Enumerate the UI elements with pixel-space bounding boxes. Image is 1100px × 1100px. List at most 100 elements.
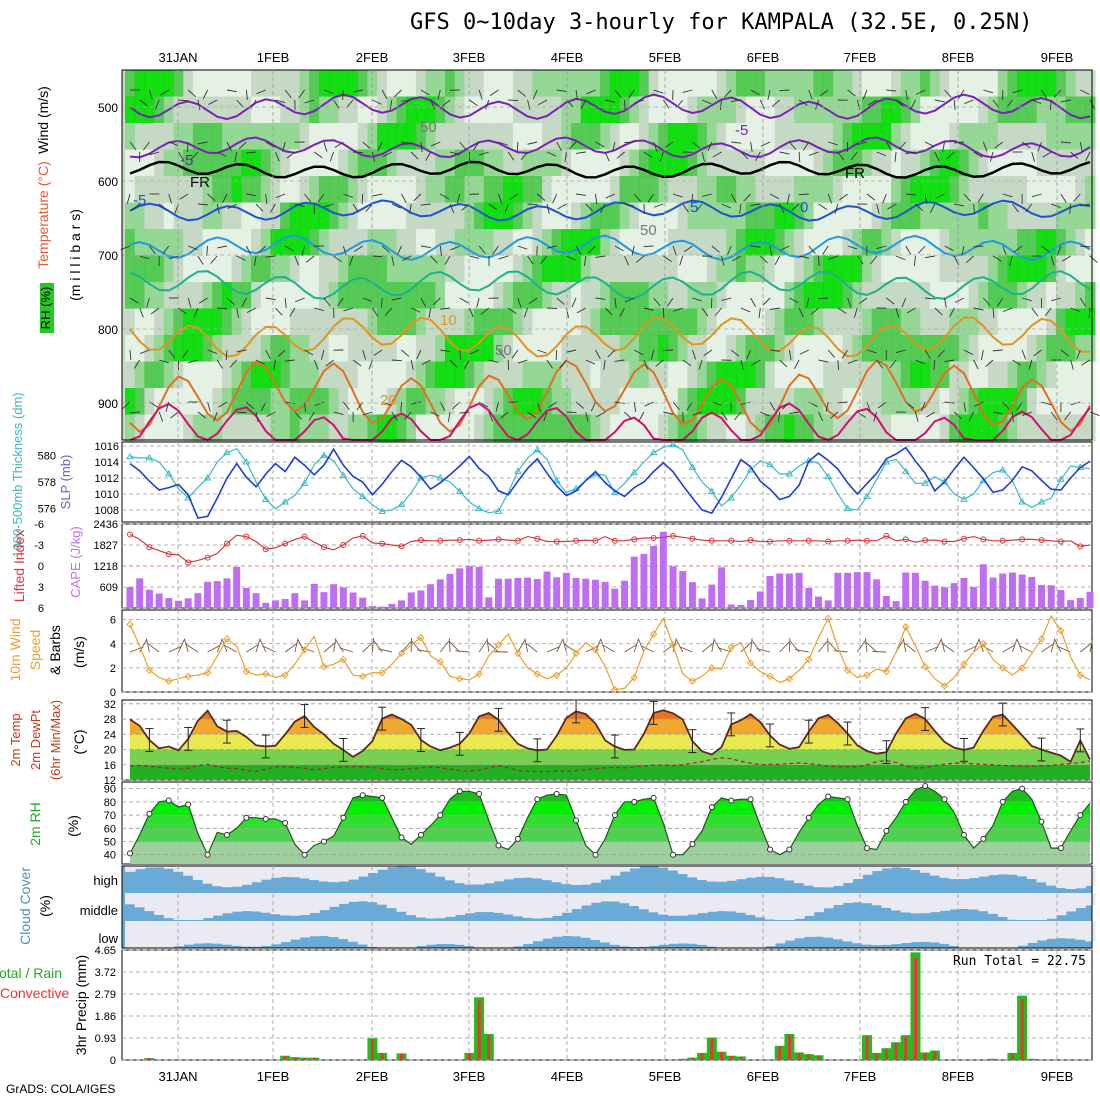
cloud-clear-cell <box>697 866 708 881</box>
cloud-clear-cell <box>338 921 349 940</box>
rh-cell <box>1026 229 1038 256</box>
cape-bar <box>853 572 861 608</box>
wind-barb <box>317 193 325 203</box>
wind-barb <box>308 411 315 421</box>
rh-cell <box>726 282 737 309</box>
wind-barb <box>188 245 198 251</box>
wind10-marker <box>475 670 483 678</box>
cloud-clear-cell <box>881 893 892 908</box>
surface-wind-barb <box>362 641 374 653</box>
cloud-clear-cell <box>357 921 369 945</box>
wind-barb <box>216 359 223 369</box>
wind10-label-2: Speed <box>27 630 43 670</box>
rh-cell <box>997 308 1009 336</box>
cape-bar <box>1018 574 1026 608</box>
cape-bar <box>465 565 473 608</box>
thickness-marker <box>513 467 522 474</box>
thickness-marker <box>164 470 173 477</box>
rh-cell <box>571 176 582 203</box>
rh-cell <box>512 202 524 230</box>
rh-cell <box>852 96 863 124</box>
rh-cell <box>134 149 146 177</box>
cape-bar <box>1008 572 1016 608</box>
rh-cell <box>522 149 534 177</box>
wind-barb <box>644 401 654 407</box>
rh-cell <box>154 388 165 415</box>
rh-cell <box>183 123 194 150</box>
rh-cell <box>852 388 863 415</box>
wind-barb <box>769 349 780 352</box>
rh-cell <box>590 229 601 256</box>
wind-barb <box>511 349 519 359</box>
cape-bar <box>553 577 561 608</box>
wind-barb <box>965 255 974 264</box>
rh-cell <box>929 149 941 177</box>
rh-cell <box>212 149 223 177</box>
rh-cell <box>1036 96 1048 124</box>
rh-cell <box>445 202 456 230</box>
rh-cell <box>774 96 786 124</box>
wind-barb <box>459 411 470 414</box>
rh-cell <box>988 123 999 150</box>
precip-tick-label: 2.79 <box>95 989 116 1001</box>
wind10-marker <box>514 649 522 658</box>
rh-cell <box>309 123 320 150</box>
rh-cell <box>929 202 941 230</box>
wind-barb <box>449 151 460 155</box>
rh-cell <box>638 335 650 362</box>
cloud-clear-cell <box>483 921 495 948</box>
li-tick-label: 3 <box>38 582 44 594</box>
rh-cell <box>328 176 340 203</box>
rh-cell <box>1075 361 1086 389</box>
rh-cell <box>163 70 175 97</box>
cape-bar <box>320 592 328 608</box>
cloud-clear-cell <box>367 866 378 874</box>
rh-cell <box>454 388 466 415</box>
rh-cell <box>823 149 834 177</box>
rh-cell <box>978 388 989 415</box>
rh-tick-label: 90 <box>104 784 116 796</box>
rh-cell <box>648 282 660 309</box>
rh-cell <box>997 282 1009 309</box>
rh-cell <box>318 255 330 283</box>
wind-barb <box>459 141 467 151</box>
rh-cell <box>881 70 892 97</box>
rh-marker <box>456 788 463 795</box>
cloud-clear-cell <box>988 866 999 876</box>
wind-barb <box>258 245 267 254</box>
wind-barb <box>682 359 692 366</box>
thickness-marker <box>1057 475 1065 482</box>
rh-cell <box>590 96 601 124</box>
rh-cell <box>1055 308 1067 336</box>
rh-cell <box>377 202 388 230</box>
rh-cell <box>929 70 941 97</box>
surface-wind-barb <box>439 640 450 653</box>
wind-barb <box>306 255 315 263</box>
rh-cell <box>687 388 698 415</box>
rh-cell <box>668 176 679 203</box>
rh-cell <box>1055 282 1067 309</box>
rh-cell <box>212 255 223 283</box>
thickness-marker <box>940 478 949 485</box>
wind-barb <box>954 203 965 207</box>
wind-barb <box>653 89 664 94</box>
rh-cell <box>357 255 369 283</box>
rh-cell <box>658 123 669 150</box>
rh-cell <box>716 335 728 362</box>
rh-cell <box>871 176 883 203</box>
rh-cell <box>1085 202 1096 230</box>
li-marker <box>262 546 269 553</box>
cape-bar <box>727 604 735 608</box>
rh-cell <box>949 308 960 336</box>
wind-barb <box>411 307 421 313</box>
rh-marker <box>553 790 560 797</box>
rh-cell <box>881 96 892 124</box>
wind-barb <box>139 307 144 318</box>
wind-barb <box>701 151 705 162</box>
rh-cell <box>202 202 214 230</box>
wind-barb <box>179 193 189 200</box>
wind-barb <box>1081 359 1091 366</box>
cloud-clear-cell <box>774 866 786 879</box>
rh-cell <box>532 96 543 124</box>
rh-cell <box>183 361 194 389</box>
